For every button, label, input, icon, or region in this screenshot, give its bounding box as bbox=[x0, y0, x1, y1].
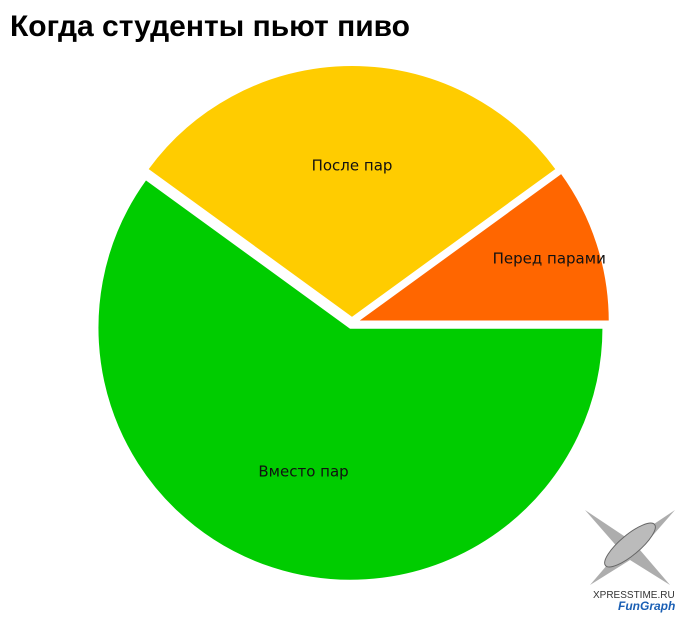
slice-label: Вместо пар bbox=[258, 463, 348, 481]
slice-label: Перед парами bbox=[493, 249, 606, 267]
watermark-logo bbox=[585, 510, 675, 585]
watermark-site: XPRESSTIME.RU bbox=[593, 590, 675, 601]
pie-slice bbox=[96, 177, 605, 582]
slice-label: После пар bbox=[312, 157, 393, 175]
pie-slice bbox=[353, 171, 611, 323]
watermark-brand: FunGraph bbox=[618, 599, 675, 613]
pie-slice bbox=[145, 64, 559, 320]
chart-title: Когда студенты пьют пиво bbox=[10, 10, 410, 43]
